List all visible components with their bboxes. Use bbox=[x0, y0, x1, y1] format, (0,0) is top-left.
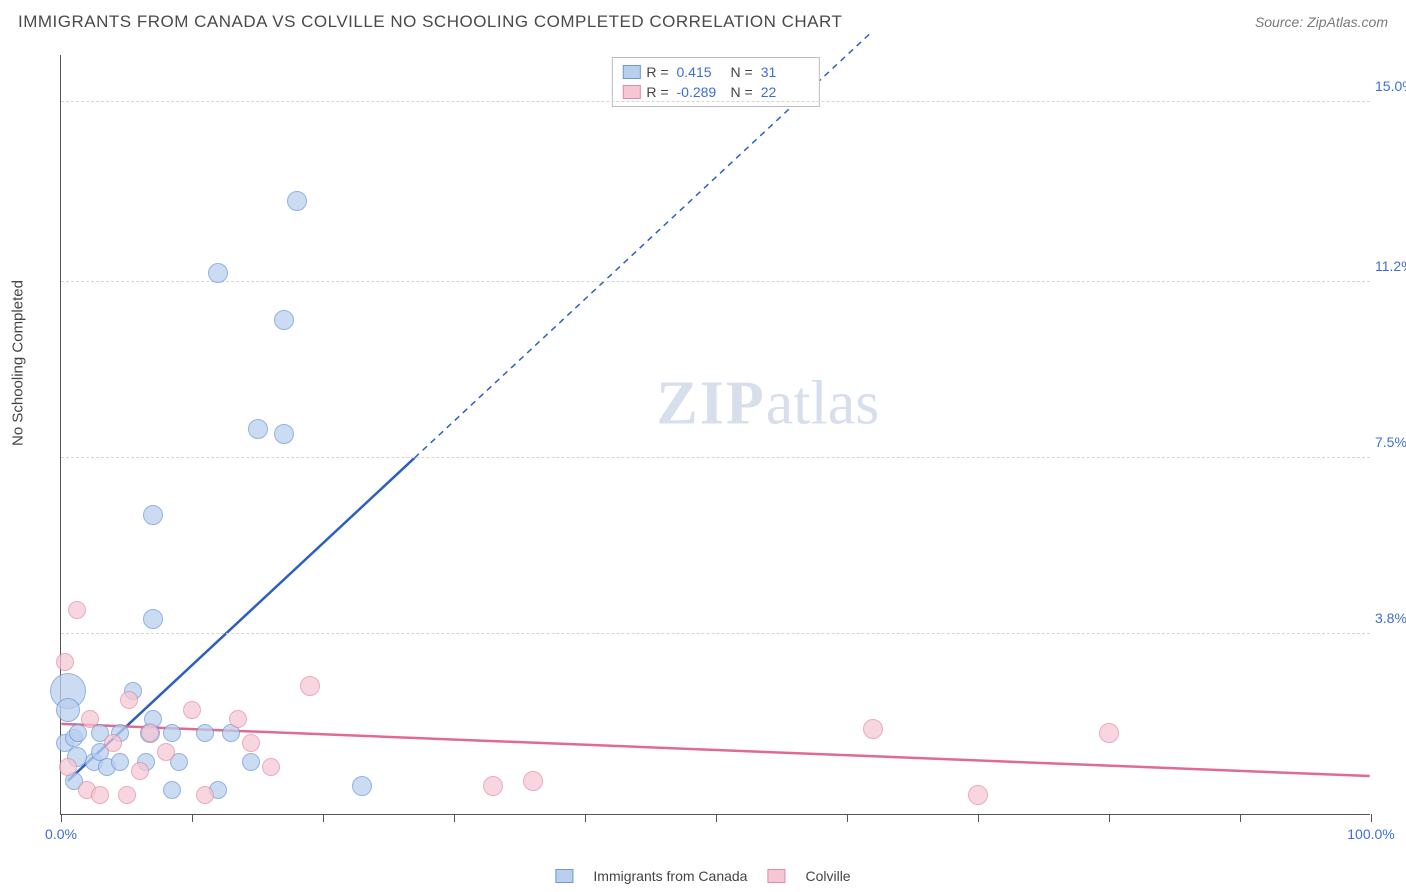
x-tick-label: 100.0% bbox=[1347, 826, 1394, 842]
r-label: R = bbox=[646, 64, 668, 80]
data-point bbox=[68, 601, 86, 619]
data-point bbox=[120, 691, 138, 709]
series-swatch-2 bbox=[622, 85, 640, 99]
y-axis-label: No Schooling Completed bbox=[10, 280, 27, 446]
series-legend: Immigrants from Canada Colville bbox=[555, 868, 850, 884]
x-tick-label: 0.0% bbox=[45, 826, 77, 842]
header: IMMIGRANTS FROM CANADA VS COLVILLE NO SC… bbox=[18, 12, 1388, 32]
data-point bbox=[104, 734, 122, 752]
series-swatch-1 bbox=[622, 65, 640, 79]
x-tick bbox=[716, 814, 717, 822]
stats-row-1: R = 0.415 N = 31 bbox=[622, 62, 808, 82]
source-attribution: Source: ZipAtlas.com bbox=[1255, 14, 1388, 30]
data-point bbox=[69, 724, 87, 742]
x-tick bbox=[1109, 814, 1110, 822]
stats-row-2: R = -0.289 N = 22 bbox=[622, 82, 808, 102]
legend-swatch-1 bbox=[555, 869, 573, 883]
data-point bbox=[242, 734, 260, 752]
data-point bbox=[863, 719, 883, 739]
data-point bbox=[229, 710, 247, 728]
r-label: R = bbox=[646, 84, 668, 100]
x-tick bbox=[323, 814, 324, 822]
watermark-bold: ZIP bbox=[656, 370, 765, 438]
data-point bbox=[143, 609, 163, 629]
gridline-h bbox=[61, 633, 1370, 634]
data-point bbox=[118, 786, 136, 804]
n-value-2: 22 bbox=[761, 84, 809, 100]
y-tick-label: 11.2% bbox=[1375, 258, 1406, 274]
x-tick bbox=[454, 814, 455, 822]
chart-title: IMMIGRANTS FROM CANADA VS COLVILLE NO SC… bbox=[18, 12, 842, 32]
data-point bbox=[157, 743, 175, 761]
chart-container: IMMIGRANTS FROM CANADA VS COLVILLE NO SC… bbox=[0, 0, 1406, 892]
legend-label-2: Colville bbox=[805, 868, 850, 884]
data-point bbox=[56, 653, 74, 671]
data-point bbox=[163, 781, 181, 799]
gridline-h bbox=[61, 457, 1370, 458]
data-point bbox=[91, 786, 109, 804]
y-tick-label: 3.8% bbox=[1375, 610, 1406, 626]
data-point bbox=[196, 724, 214, 742]
plot-area: ZIPatlas R = 0.415 N = 31 R = -0.289 N =… bbox=[60, 55, 1370, 815]
x-tick bbox=[847, 814, 848, 822]
data-point bbox=[287, 191, 307, 211]
data-point bbox=[208, 263, 228, 283]
y-tick-label: 15.0% bbox=[1375, 78, 1406, 94]
data-point bbox=[523, 771, 543, 791]
data-point bbox=[56, 698, 80, 722]
r-value-1: 0.415 bbox=[677, 64, 725, 80]
legend-swatch-2 bbox=[767, 869, 785, 883]
x-tick bbox=[61, 814, 62, 822]
data-point bbox=[143, 505, 163, 525]
stats-legend: R = 0.415 N = 31 R = -0.289 N = 22 bbox=[611, 57, 819, 107]
data-point bbox=[274, 310, 294, 330]
data-point bbox=[196, 786, 214, 804]
data-point bbox=[141, 724, 159, 742]
gridline-h bbox=[61, 101, 1370, 102]
data-point bbox=[163, 724, 181, 742]
x-tick bbox=[585, 814, 586, 822]
data-point bbox=[274, 424, 294, 444]
data-point bbox=[131, 762, 149, 780]
n-label: N = bbox=[731, 64, 753, 80]
data-point bbox=[483, 776, 503, 796]
data-point bbox=[242, 753, 260, 771]
data-point bbox=[262, 758, 280, 776]
data-point bbox=[111, 753, 129, 771]
data-point bbox=[968, 785, 988, 805]
watermark-light: atlas bbox=[766, 370, 880, 438]
x-tick bbox=[192, 814, 193, 822]
x-tick bbox=[1371, 814, 1372, 822]
data-point bbox=[352, 776, 372, 796]
r-value-2: -0.289 bbox=[677, 84, 725, 100]
data-point bbox=[183, 701, 201, 719]
data-point bbox=[59, 758, 77, 776]
data-point bbox=[1099, 723, 1119, 743]
data-point bbox=[81, 710, 99, 728]
x-tick bbox=[1240, 814, 1241, 822]
gridline-h bbox=[61, 281, 1370, 282]
x-tick bbox=[978, 814, 979, 822]
n-value-1: 31 bbox=[761, 64, 809, 80]
n-label: N = bbox=[731, 84, 753, 100]
data-point bbox=[300, 676, 320, 696]
legend-label-1: Immigrants from Canada bbox=[593, 868, 747, 884]
watermark: ZIPatlas bbox=[656, 369, 879, 440]
data-point bbox=[248, 419, 268, 439]
y-tick-label: 7.5% bbox=[1375, 434, 1406, 450]
